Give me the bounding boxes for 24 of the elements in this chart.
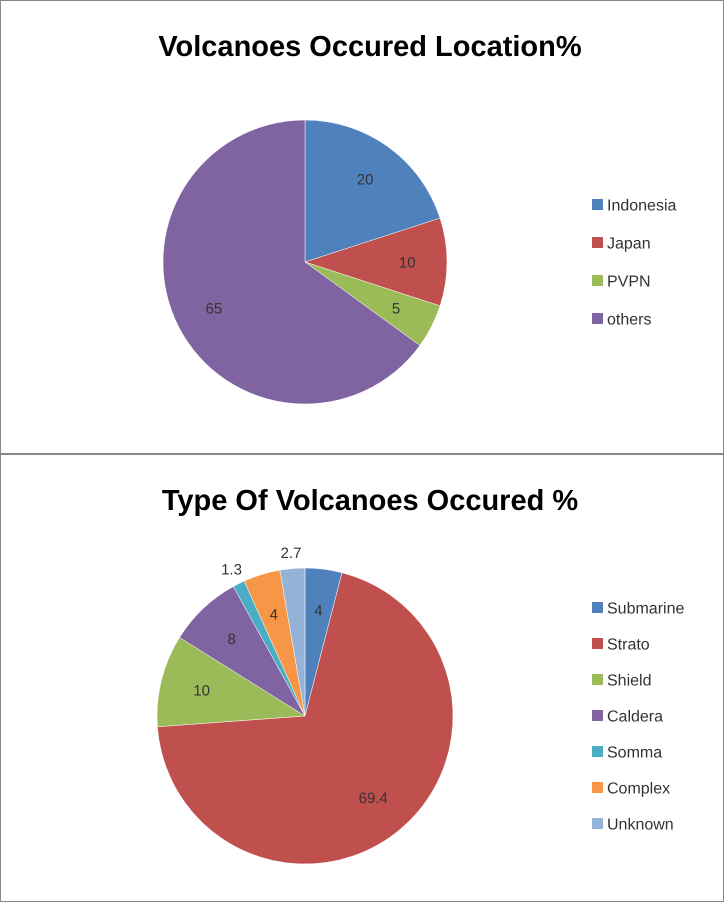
- data-label: 1.3: [221, 562, 242, 579]
- legend-label: Shield: [607, 672, 652, 690]
- data-label: 65: [206, 300, 222, 318]
- legend-label: Submarine: [607, 600, 684, 618]
- legend-label: Japan: [607, 236, 651, 253]
- legend-label: Strato: [607, 636, 650, 654]
- data-label: 20: [356, 172, 374, 189]
- data-label: 8: [228, 630, 236, 648]
- legend-label: Somma: [607, 744, 662, 762]
- legend-label: PVPN: [607, 274, 651, 291]
- chart-title: Type Of Volcanoes Occured %: [162, 485, 578, 517]
- legend-label: Indonesia: [607, 198, 676, 215]
- legend-label: Caldera: [607, 708, 664, 726]
- data-label: 69.4: [358, 790, 388, 808]
- data-label: 5: [392, 300, 400, 318]
- data-label: 4: [314, 602, 323, 620]
- data-label: 10: [398, 254, 416, 272]
- data-label: 4: [270, 606, 278, 624]
- data-label: 10: [193, 682, 210, 700]
- legend-label: Unknown: [607, 816, 674, 834]
- legend-label: Complex: [607, 780, 670, 798]
- chart-title: Volcanoes Occured Location%: [158, 31, 582, 63]
- data-label: 2.7: [280, 544, 302, 562]
- legend-label: others: [607, 312, 652, 329]
